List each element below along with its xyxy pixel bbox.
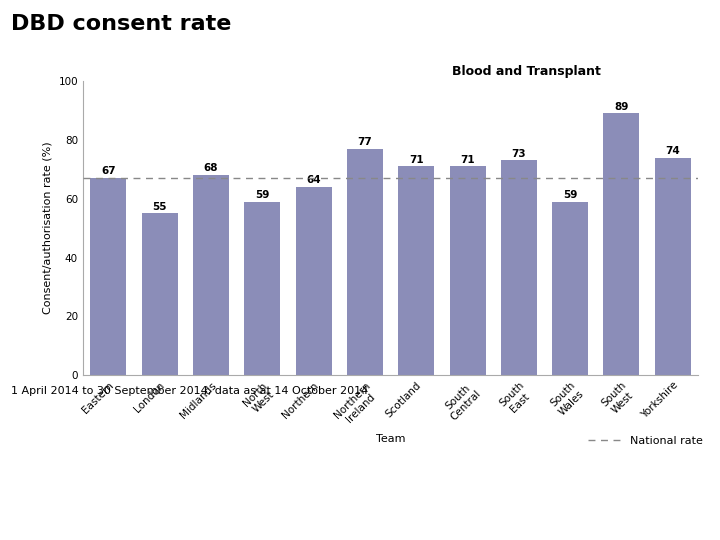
- Bar: [193, 175, 229, 375]
- Text: 74: 74: [665, 146, 680, 156]
- Bar: [142, 213, 178, 375]
- Text: 71: 71: [409, 154, 423, 165]
- Text: 68: 68: [204, 164, 218, 173]
- Text: 77: 77: [358, 137, 372, 147]
- Legend: National rate: National rate: [583, 432, 707, 451]
- Text: 55: 55: [153, 201, 167, 212]
- Text: 71: 71: [460, 154, 475, 165]
- Text: 1 April 2014 to 30 September 2014, data as at 14 October 2014: 1 April 2014 to 30 September 2014, data …: [11, 386, 368, 396]
- Bar: [552, 201, 588, 375]
- Text: DBD consent rate: DBD consent rate: [11, 14, 231, 33]
- Text: 59: 59: [255, 190, 269, 200]
- Text: 73: 73: [511, 148, 526, 159]
- Bar: [91, 178, 127, 375]
- Bar: [296, 187, 332, 375]
- Text: 59: 59: [563, 190, 577, 200]
- Bar: [347, 148, 383, 375]
- Bar: [398, 166, 434, 375]
- Bar: [244, 201, 280, 375]
- Text: NHS: NHS: [544, 33, 583, 51]
- Text: 64: 64: [306, 175, 321, 185]
- Y-axis label: Consent/authorisation rate (%): Consent/authorisation rate (%): [42, 142, 53, 314]
- Text: 89: 89: [614, 102, 629, 112]
- Text: Blood and Transplant: Blood and Transplant: [452, 65, 601, 78]
- X-axis label: Team: Team: [376, 434, 405, 444]
- Text: Midlands Regional Collaborative: Midlands Regional Collaborative: [13, 502, 289, 516]
- Bar: [449, 166, 485, 375]
- Text: 67: 67: [101, 166, 116, 177]
- Bar: [654, 158, 690, 375]
- Bar: [603, 113, 639, 375]
- Bar: [501, 160, 537, 375]
